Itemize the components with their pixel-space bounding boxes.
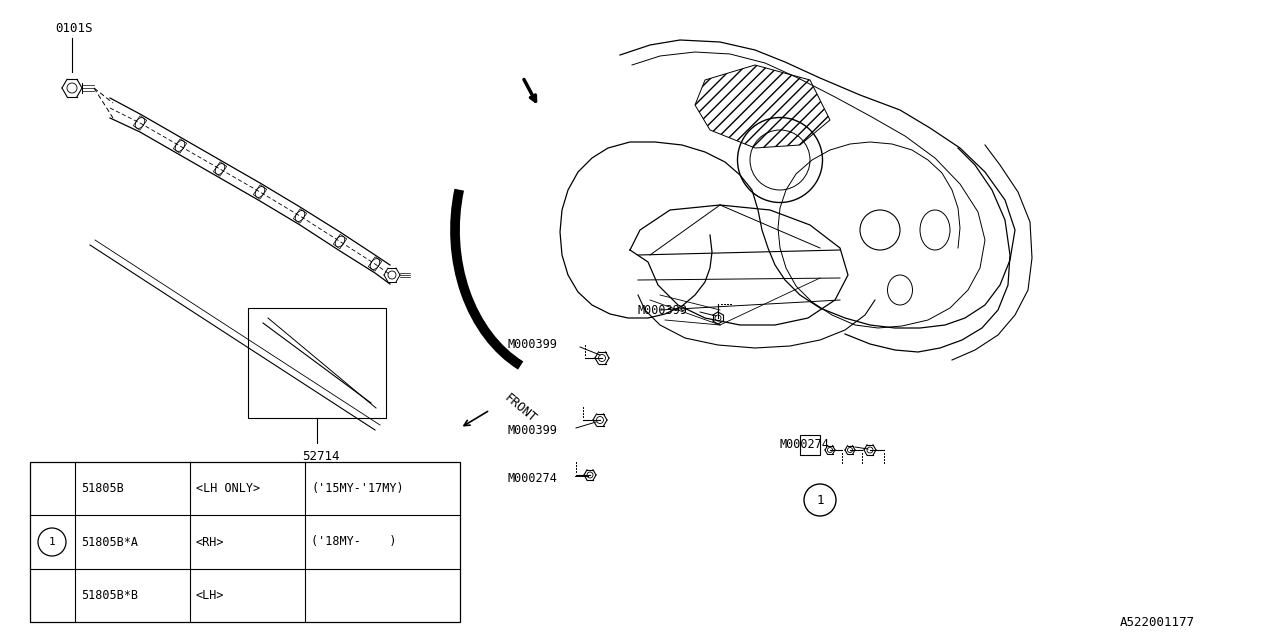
Text: <LH>: <LH>: [196, 589, 224, 602]
Text: 51805B: 51805B: [81, 482, 124, 495]
Text: FRONT: FRONT: [502, 391, 539, 425]
Text: <LH ONLY>: <LH ONLY>: [196, 482, 260, 495]
Bar: [248, 308, 387, 418]
Bar: [369, 257, 381, 271]
Text: 52714: 52714: [302, 449, 339, 463]
Text: M000399: M000399: [508, 339, 558, 351]
Bar: [214, 162, 227, 176]
Bar: [293, 209, 307, 223]
Text: M000274: M000274: [508, 472, 558, 484]
Text: 0101S: 0101S: [55, 22, 92, 35]
Text: M000399: M000399: [637, 303, 687, 317]
Text: 51805B*B: 51805B*B: [81, 589, 138, 602]
Bar: [333, 234, 347, 249]
Text: ('18MY-    ): ('18MY- ): [311, 536, 397, 548]
Text: A522001177: A522001177: [1120, 616, 1196, 628]
Bar: [133, 116, 147, 130]
Bar: [253, 185, 266, 199]
Bar: [29, 462, 460, 622]
Bar: [173, 139, 187, 153]
Text: ('15MY-'17MY): ('15MY-'17MY): [311, 482, 403, 495]
Text: 1: 1: [49, 537, 55, 547]
Text: 1: 1: [817, 493, 824, 506]
Text: M000274: M000274: [780, 438, 829, 451]
Text: 51805B*A: 51805B*A: [81, 536, 138, 548]
Text: M000399: M000399: [508, 424, 558, 436]
Bar: [800, 435, 820, 455]
Text: <RH>: <RH>: [196, 536, 224, 548]
